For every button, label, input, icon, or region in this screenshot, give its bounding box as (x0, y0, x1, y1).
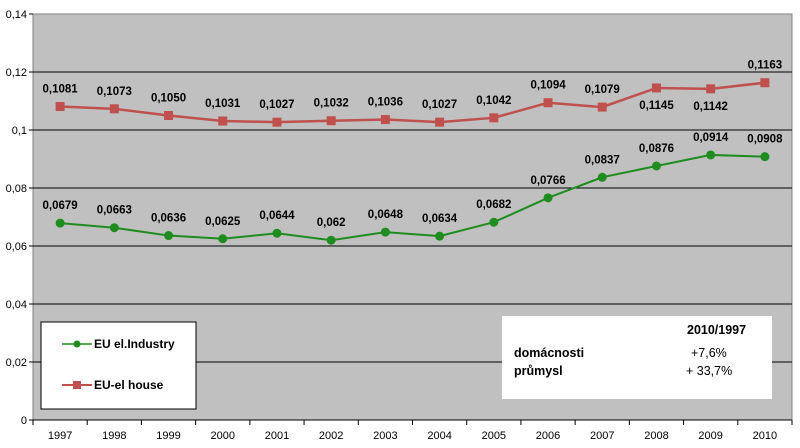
data-label: 0,1050 (151, 93, 186, 105)
annotation-label-households: domácnosti (514, 346, 584, 360)
data-point (109, 104, 119, 114)
annotation-label-industry: průmysl (514, 364, 563, 378)
legend-marker-industry (73, 340, 81, 348)
x-tick-label: 2005 (482, 430, 506, 442)
annotation-header: 2010/1997 (687, 323, 746, 337)
data-label: 0,0682 (476, 199, 511, 211)
data-label: 0,0908 (747, 134, 783, 146)
annotation-value-industry: + 33,7% (686, 364, 732, 378)
data-point (218, 116, 228, 126)
data-label: 0,1027 (422, 99, 457, 111)
data-label: 0,0679 (43, 200, 78, 212)
data-label: 0,0625 (205, 216, 241, 228)
data-point (218, 234, 228, 244)
y-tick-label: 0,12 (6, 67, 27, 79)
legend-label-house: EU-el house (94, 378, 164, 392)
data-label: 0,0636 (151, 213, 186, 225)
data-point (543, 193, 553, 203)
y-tick-label: 0,04 (6, 299, 27, 311)
data-label: 0,1031 (205, 98, 241, 110)
data-label: 0,0914 (693, 132, 729, 144)
series-layer (55, 78, 770, 245)
x-tick-label: 2009 (698, 430, 722, 442)
data-label: 0,1042 (476, 95, 511, 107)
legend-marker-house (73, 381, 81, 389)
data-point (543, 98, 553, 108)
data-point (706, 150, 716, 160)
series-line (60, 81, 766, 124)
data-label: 0,1032 (314, 98, 349, 110)
data-point (651, 83, 661, 93)
annotation-value-households: +7,6% (691, 346, 727, 360)
x-tick-label: 2006 (536, 430, 560, 442)
data-point (326, 116, 336, 126)
data-label: 0,1027 (259, 99, 294, 111)
data-point (326, 235, 336, 245)
data-point (435, 231, 445, 241)
x-axis: 1997 1998 1999 2000 2001 2002 2003 2004 2005 2006… (32, 419, 793, 442)
x-tick-label: 2001 (265, 430, 289, 442)
data-point (489, 113, 499, 123)
y-tick-label: 0,02 (6, 357, 27, 369)
x-tick-label: 2007 (590, 430, 614, 442)
data-label: 0,1079 (585, 84, 620, 96)
y-tick-label: 0,14 (6, 9, 27, 21)
data-point (55, 102, 65, 112)
x-tick-label: 2003 (373, 430, 397, 442)
data-label: 0,0634 (422, 213, 458, 225)
data-point (272, 117, 282, 127)
data-point (651, 161, 661, 171)
data-point (435, 117, 445, 127)
data-label: 0,0663 (97, 205, 132, 217)
data-label: 0,0766 (530, 175, 565, 187)
x-tick-label: 2008 (644, 430, 668, 442)
data-label: 0,1036 (368, 97, 403, 109)
data-label: 0,0837 (585, 154, 620, 166)
x-tick-label: 1998 (102, 430, 126, 442)
data-point (760, 78, 770, 88)
data-point (55, 218, 65, 228)
data-point (489, 217, 499, 227)
legend-label-industry: EU el.Industry (94, 337, 175, 351)
data-point (380, 115, 390, 125)
data-label: 0,1073 (97, 86, 132, 98)
x-tick-label: 2004 (427, 430, 451, 442)
x-tick-label: 1999 (156, 430, 180, 442)
data-label: 0,1094 (530, 80, 566, 92)
data-point (760, 152, 770, 162)
data-point (597, 172, 607, 182)
annotation-background (502, 316, 772, 399)
x-tick-label: 2002 (319, 430, 343, 442)
x-tick-label: 1997 (48, 430, 72, 442)
y-axis: 0 0,02 0,04 0,06 0,08 0,1 0,12 0,14 (6, 9, 33, 427)
y-tick-label: 0,08 (6, 183, 27, 195)
annotation-box: 2010/1997 domácnosti +7,6% průmysl + 33,… (502, 316, 772, 399)
data-label: 0,1163 (748, 60, 783, 72)
data-label: 0,0644 (259, 210, 295, 222)
data-point (164, 231, 174, 241)
x-tick-label: 2000 (211, 430, 235, 442)
data-label: 0,0648 (368, 209, 404, 221)
series-line (60, 153, 765, 242)
x-tick-label: 2010 (753, 430, 777, 442)
data-labels: 0,0679 0,0663 0,0636 0,0625 0,0644 0,062 0,064… (43, 60, 784, 229)
data-label: 0,1145 (639, 100, 674, 112)
y-tick-label: 0,06 (6, 241, 27, 253)
data-point (272, 228, 282, 238)
legend-box (40, 321, 197, 410)
data-label: 0,1081 (43, 84, 79, 96)
data-label: 0,1142 (693, 101, 728, 113)
data-label: 0,062 (317, 217, 346, 229)
data-point (597, 102, 607, 112)
y-tick-label: 0 (21, 415, 27, 427)
data-label: 0,0876 (639, 143, 674, 155)
data-point (164, 111, 174, 120)
data-point (706, 84, 716, 94)
y-tick-label: 0,1 (12, 125, 27, 137)
data-point (380, 227, 390, 237)
legend: EU el.Industry EU-el house (40, 321, 197, 410)
data-point (109, 223, 119, 233)
